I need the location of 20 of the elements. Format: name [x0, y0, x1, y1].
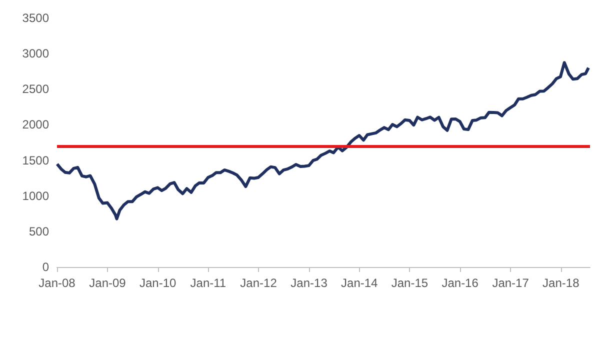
x-tick-label: Jan-13 — [290, 276, 328, 290]
y-tick-label: 3500 — [22, 11, 50, 25]
y-tick-label: 1500 — [22, 153, 50, 168]
x-tick-label: Jan-09 — [89, 276, 126, 290]
x-tick-label: Jan-11 — [190, 276, 226, 290]
x-tick-label: Jan-12 — [240, 276, 278, 290]
x-tick-label: Jan-15 — [391, 276, 428, 290]
x-tick-label: Jan-16 — [442, 276, 479, 290]
x-tick-label: Jan-17 — [492, 276, 530, 290]
x-tick-label: Jan-14 — [341, 276, 378, 290]
x-tick-label: Jan-10 — [139, 276, 176, 290]
x-tick-label: Jan-18 — [542, 276, 580, 290]
line-series — [56, 61, 590, 220]
y-tick-label: 3000 — [22, 46, 50, 61]
y-tick-label: 2500 — [22, 82, 50, 96]
y-tick-label: 500 — [28, 224, 50, 238]
y-tick-label: 2000 — [22, 118, 50, 132]
y-tick-label: 1000 — [22, 188, 50, 203]
x-tick-label: Jan-08 — [38, 276, 76, 290]
y-tick-label: 0 — [42, 260, 50, 274]
